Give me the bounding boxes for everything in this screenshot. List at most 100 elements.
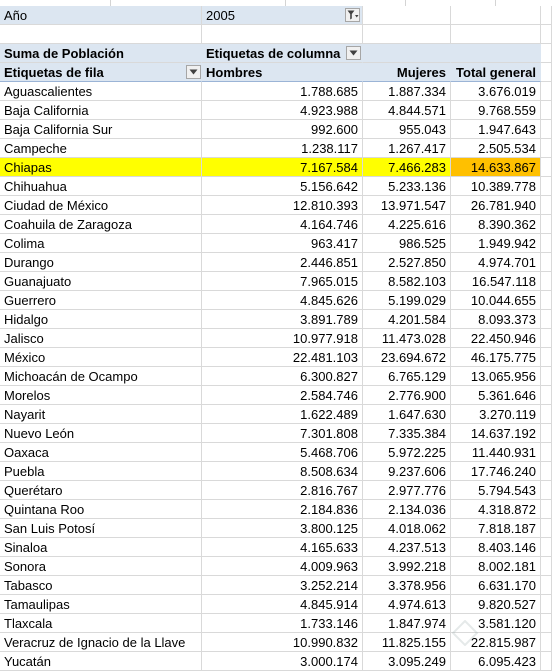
row-label[interactable]: Ciudad de México bbox=[0, 196, 202, 215]
row-label[interactable]: Tabasco bbox=[0, 576, 202, 595]
row-label[interactable]: Guanajuato bbox=[0, 272, 202, 291]
value-hombres[interactable]: 4.009.963 bbox=[202, 557, 363, 576]
value-total[interactable]: 8.093.373 bbox=[451, 310, 541, 329]
value-mujeres[interactable]: 13.971.547 bbox=[363, 196, 451, 215]
value-hombres[interactable]: 3.000.174 bbox=[202, 652, 363, 671]
value-hombres[interactable]: 4.845.914 bbox=[202, 595, 363, 614]
row-label[interactable]: Durango bbox=[0, 253, 202, 272]
value-hombres[interactable]: 992.600 bbox=[202, 120, 363, 139]
value-hombres[interactable]: 7.301.808 bbox=[202, 424, 363, 443]
value-mujeres[interactable]: 3.095.249 bbox=[363, 652, 451, 671]
value-total[interactable]: 22.815.987 bbox=[451, 633, 541, 652]
value-total[interactable]: 46.175.775 bbox=[451, 348, 541, 367]
table-row[interactable]: Sinaloa 4.165.633 4.237.513 8.403.146 bbox=[0, 538, 552, 557]
value-hombres[interactable]: 2.446.851 bbox=[202, 253, 363, 272]
value-total[interactable]: 8.403.146 bbox=[451, 538, 541, 557]
value-mujeres[interactable]: 4.974.613 bbox=[363, 595, 451, 614]
value-mujeres[interactable]: 4.237.513 bbox=[363, 538, 451, 557]
value-hombres[interactable]: 4.845.626 bbox=[202, 291, 363, 310]
value-hombres[interactable]: 2.184.836 bbox=[202, 500, 363, 519]
table-row[interactable]: Chihuahua 5.156.642 5.233.136 10.389.778 bbox=[0, 177, 552, 196]
table-row[interactable]: Coahuila de Zaragoza 4.164.746 4.225.616 8.… bbox=[0, 215, 552, 234]
value-mujeres[interactable]: 5.233.136 bbox=[363, 177, 451, 196]
column-header-hombres[interactable]: Hombres bbox=[202, 63, 363, 82]
table-row[interactable]: Ciudad de México 12.810.393 13.971.547 26.7… bbox=[0, 196, 552, 215]
value-total[interactable]: 9.768.559 bbox=[451, 101, 541, 120]
value-mujeres[interactable]: 6.765.129 bbox=[363, 367, 451, 386]
value-total[interactable]: 22.450.946 bbox=[451, 329, 541, 348]
value-mujeres[interactable]: 2.977.776 bbox=[363, 481, 451, 500]
value-hombres[interactable]: 3.891.789 bbox=[202, 310, 363, 329]
value-hombres[interactable]: 7.965.015 bbox=[202, 272, 363, 291]
filter-funnel-icon[interactable] bbox=[345, 8, 360, 22]
row-label[interactable]: Campeche bbox=[0, 139, 202, 158]
row-label[interactable]: Oaxaca bbox=[0, 443, 202, 462]
table-row[interactable]: Querétaro 2.816.767 2.977.776 5.794.543 bbox=[0, 481, 552, 500]
value-mujeres[interactable]: 2.776.900 bbox=[363, 386, 451, 405]
value-mujeres[interactable]: 2.527.850 bbox=[363, 253, 451, 272]
value-mujeres[interactable]: 7.335.384 bbox=[363, 424, 451, 443]
row-label[interactable]: Nuevo León bbox=[0, 424, 202, 443]
row-label[interactable]: Yucatán bbox=[0, 652, 202, 671]
table-row[interactable]: México 22.481.103 23.694.672 46.175.775 bbox=[0, 348, 552, 367]
value-total[interactable]: 13.065.956 bbox=[451, 367, 541, 386]
value-total[interactable]: 26.781.940 bbox=[451, 196, 541, 215]
value-hombres[interactable]: 3.800.125 bbox=[202, 519, 363, 538]
table-row[interactable]: Baja California 4.923.988 4.844.571 9.768.5… bbox=[0, 101, 552, 120]
table-row[interactable]: Campeche 1.238.117 1.267.417 2.505.534 bbox=[0, 139, 552, 158]
row-label[interactable]: Nayarit bbox=[0, 405, 202, 424]
value-hombres[interactable]: 4.164.746 bbox=[202, 215, 363, 234]
table-row[interactable]: Sonora 4.009.963 3.992.218 8.002.181 bbox=[0, 557, 552, 576]
table-row[interactable]: Baja California Sur 992.600 955.043 1.947.6… bbox=[0, 120, 552, 139]
row-label[interactable]: Sonora bbox=[0, 557, 202, 576]
row-label[interactable]: Veracruz de Ignacio de la Llave bbox=[0, 633, 202, 652]
value-total[interactable]: 10.389.778 bbox=[451, 177, 541, 196]
value-mujeres[interactable]: 4.018.062 bbox=[363, 519, 451, 538]
column-header-total[interactable]: Total general bbox=[451, 63, 541, 82]
value-mujeres[interactable]: 3.378.956 bbox=[363, 576, 451, 595]
value-mujeres[interactable]: 7.466.283 bbox=[363, 158, 451, 177]
value-hombres[interactable]: 12.810.393 bbox=[202, 196, 363, 215]
value-total[interactable]: 9.820.527 bbox=[451, 595, 541, 614]
table-row[interactable]: San Luis Potosí 3.800.125 4.018.062 7.818.1… bbox=[0, 519, 552, 538]
column-header-mujeres[interactable]: Mujeres bbox=[363, 63, 451, 82]
row-label[interactable]: Querétaro bbox=[0, 481, 202, 500]
row-label[interactable]: Chihuahua bbox=[0, 177, 202, 196]
value-total[interactable]: 5.361.646 bbox=[451, 386, 541, 405]
row-label[interactable]: Hidalgo bbox=[0, 310, 202, 329]
value-total[interactable]: 14.637.192 bbox=[451, 424, 541, 443]
value-mujeres[interactable]: 1.647.630 bbox=[363, 405, 451, 424]
value-total[interactable]: 8.002.181 bbox=[451, 557, 541, 576]
table-row[interactable]: Oaxaca 5.468.706 5.972.225 11.440.931 bbox=[0, 443, 552, 462]
table-row[interactable]: Aguascalientes 1.788.685 1.887.334 3.676.01… bbox=[0, 82, 552, 101]
value-total[interactable]: 16.547.118 bbox=[451, 272, 541, 291]
value-hombres[interactable]: 5.468.706 bbox=[202, 443, 363, 462]
value-hombres[interactable]: 1.788.685 bbox=[202, 82, 363, 101]
value-total[interactable]: 3.270.119 bbox=[451, 405, 541, 424]
value-total[interactable]: 4.318.872 bbox=[451, 500, 541, 519]
row-label[interactable]: Tamaulipas bbox=[0, 595, 202, 614]
value-total[interactable]: 3.581.120 bbox=[451, 614, 541, 633]
row-label[interactable]: San Luis Potosí bbox=[0, 519, 202, 538]
value-hombres[interactable]: 22.481.103 bbox=[202, 348, 363, 367]
value-hombres[interactable]: 5.156.642 bbox=[202, 177, 363, 196]
row-label[interactable]: Colima bbox=[0, 234, 202, 253]
table-row[interactable]: Puebla 8.508.634 9.237.606 17.746.240 bbox=[0, 462, 552, 481]
table-row[interactable]: Durango 2.446.851 2.527.850 4.974.701 bbox=[0, 253, 552, 272]
table-row[interactable]: Tabasco 3.252.214 3.378.956 6.631.170 bbox=[0, 576, 552, 595]
value-total[interactable]: 4.974.701 bbox=[451, 253, 541, 272]
value-mujeres[interactable]: 11.825.155 bbox=[363, 633, 451, 652]
value-mujeres[interactable]: 955.043 bbox=[363, 120, 451, 139]
value-hombres[interactable]: 1.238.117 bbox=[202, 139, 363, 158]
row-label[interactable]: Baja California Sur bbox=[0, 120, 202, 139]
value-mujeres[interactable]: 5.972.225 bbox=[363, 443, 451, 462]
row-label[interactable]: Puebla bbox=[0, 462, 202, 481]
value-hombres[interactable]: 6.300.827 bbox=[202, 367, 363, 386]
value-total[interactable]: 14.633.867 bbox=[451, 158, 541, 177]
value-mujeres[interactable]: 1.887.334 bbox=[363, 82, 451, 101]
table-row[interactable]: Nuevo León 7.301.808 7.335.384 14.637.192 bbox=[0, 424, 552, 443]
value-hombres[interactable]: 7.167.584 bbox=[202, 158, 363, 177]
value-mujeres[interactable]: 4.201.584 bbox=[363, 310, 451, 329]
value-hombres[interactable]: 10.977.918 bbox=[202, 329, 363, 348]
value-total[interactable]: 11.440.931 bbox=[451, 443, 541, 462]
